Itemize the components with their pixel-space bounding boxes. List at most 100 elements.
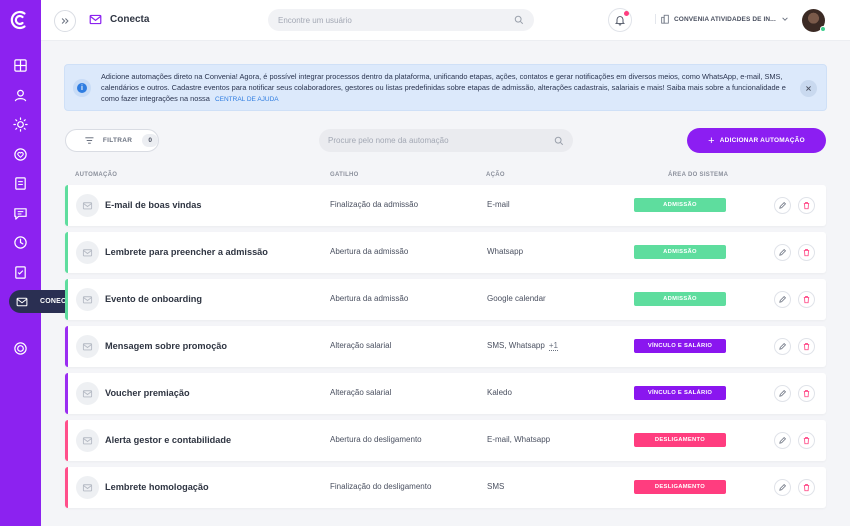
company-selector[interactable]: CONVENIA ATIVIDADES DE IN... bbox=[655, 14, 789, 24]
add-automation-button[interactable]: + ADICIONAR AUTOMAÇÃO bbox=[687, 128, 826, 153]
automation-mail-icon bbox=[76, 429, 99, 452]
table-row[interactable]: Mensagem sobre promoção Alteração salari… bbox=[65, 326, 826, 367]
clock-icon[interactable] bbox=[12, 234, 29, 251]
edit-button[interactable] bbox=[774, 479, 791, 496]
automation-trigger: Finalização do desligamento bbox=[330, 482, 432, 491]
building-icon bbox=[661, 14, 669, 24]
delete-button[interactable] bbox=[798, 197, 815, 214]
column-header-gatilho: GATILHO bbox=[330, 172, 359, 178]
chevron-down-icon bbox=[782, 17, 788, 21]
automation-name[interactable]: Voucher premiação bbox=[105, 388, 190, 398]
info-icon: i bbox=[73, 79, 91, 97]
expand-sidebar-button[interactable] bbox=[54, 10, 76, 32]
chat-icon[interactable] bbox=[12, 205, 29, 222]
support-icon[interactable] bbox=[12, 340, 29, 357]
edit-button[interactable] bbox=[774, 197, 791, 214]
help-center-link[interactable]: CENTRAL DE AJUDA bbox=[214, 96, 279, 103]
automation-name[interactable]: E-mail de boas vindas bbox=[105, 200, 202, 210]
automation-mail-icon bbox=[76, 288, 99, 311]
company-name: CONVENIA ATIVIDADES DE IN... bbox=[674, 15, 776, 23]
filter-button[interactable]: FILTRAR 0 bbox=[65, 129, 159, 152]
banner-close-button[interactable] bbox=[800, 80, 817, 97]
search-icon[interactable] bbox=[514, 15, 524, 25]
edit-button[interactable] bbox=[774, 385, 791, 402]
mail-icon bbox=[89, 14, 102, 25]
table-row[interactable]: Lembrete para preencher a admissão Abert… bbox=[65, 232, 826, 273]
sun-icon[interactable] bbox=[12, 116, 29, 133]
automation-name[interactable]: Lembrete para preencher a admissão bbox=[105, 247, 268, 257]
pencil-icon bbox=[779, 295, 787, 303]
trash-icon bbox=[803, 343, 810, 351]
page-title: Conecta bbox=[110, 14, 150, 25]
automation-trigger: Alteração salarial bbox=[330, 388, 392, 397]
delete-button[interactable] bbox=[798, 338, 815, 355]
bell-icon bbox=[615, 16, 625, 26]
delete-button[interactable] bbox=[798, 244, 815, 261]
area-badge: VÍNCULO E SALÁRIO bbox=[634, 339, 726, 353]
automation-name[interactable]: Alerta gestor e contabilidade bbox=[105, 435, 232, 445]
automation-search-box[interactable] bbox=[319, 129, 573, 152]
table-row[interactable]: Alerta gestor e contabilidade Abertura d… bbox=[65, 420, 826, 461]
pencil-icon bbox=[779, 436, 787, 444]
filter-icon bbox=[85, 137, 94, 144]
pencil-icon bbox=[779, 201, 787, 209]
user-search-box[interactable] bbox=[268, 9, 534, 31]
automation-action: E-mail bbox=[487, 200, 510, 209]
search-icon[interactable] bbox=[554, 136, 564, 146]
automation-name[interactable]: Lembrete homologação bbox=[105, 482, 209, 492]
automation-trigger: Alteração salarial bbox=[330, 341, 392, 350]
trash-icon bbox=[803, 296, 810, 304]
edit-button[interactable] bbox=[774, 244, 791, 261]
delete-button[interactable] bbox=[798, 479, 815, 496]
delete-button[interactable] bbox=[798, 432, 815, 449]
sidebar-item-label: CONECTA bbox=[40, 298, 76, 305]
user-search-input[interactable] bbox=[278, 15, 514, 25]
automation-action: Google calendar bbox=[487, 294, 546, 303]
pencil-icon bbox=[779, 389, 787, 397]
automation-action: SMS bbox=[487, 482, 504, 491]
add-automation-label: ADICIONAR AUTOMAÇÃO bbox=[719, 137, 805, 144]
more-actions-count[interactable]: +1 bbox=[548, 341, 558, 351]
pencil-icon bbox=[779, 483, 787, 491]
double-chevron-right-icon bbox=[61, 18, 69, 24]
table-row[interactable]: E-mail de boas vindas Finalização da adm… bbox=[65, 185, 826, 226]
automation-name[interactable]: Mensagem sobre promoção bbox=[105, 341, 228, 351]
automation-action-text: SMS, Whatsapp bbox=[487, 341, 545, 350]
notifications-button[interactable] bbox=[608, 8, 632, 32]
banner-message: Adicione automações direto na Convenia! … bbox=[101, 72, 786, 103]
user-icon[interactable] bbox=[12, 87, 29, 104]
edit-button[interactable] bbox=[774, 338, 791, 355]
automation-name[interactable]: Evento de onboarding bbox=[105, 294, 202, 304]
report-icon[interactable] bbox=[12, 264, 29, 281]
close-icon bbox=[806, 86, 811, 91]
automation-trigger: Abertura da admissão bbox=[330, 294, 409, 303]
convenia-logo-icon[interactable] bbox=[9, 9, 31, 31]
pencil-icon bbox=[779, 248, 787, 256]
table-row[interactable]: Lembrete homologação Finalização do desl… bbox=[65, 467, 826, 508]
automation-action-text: Whatsapp bbox=[487, 247, 524, 256]
dashboard-icon[interactable] bbox=[12, 57, 29, 74]
automation-action: Whatsapp bbox=[487, 247, 523, 256]
table-row[interactable]: Voucher premiação Alteração salarial Kal… bbox=[65, 373, 826, 414]
automation-action: SMS, Whatsapp +1 bbox=[487, 341, 558, 351]
trash-icon bbox=[803, 390, 810, 398]
automation-action-text: Google calendar bbox=[487, 294, 546, 303]
automation-mail-icon bbox=[76, 241, 99, 264]
sidebar-item-conecta[interactable]: CONECTA bbox=[9, 290, 81, 313]
automation-mail-icon bbox=[76, 382, 99, 405]
avatar[interactable] bbox=[802, 9, 826, 32]
filter-label: FILTRAR bbox=[102, 137, 133, 144]
automation-search-input[interactable] bbox=[328, 136, 554, 145]
mail-icon bbox=[16, 297, 28, 306]
edit-button[interactable] bbox=[774, 432, 791, 449]
plus-icon: + bbox=[708, 134, 715, 147]
automation-action-text: E-mail bbox=[487, 200, 510, 209]
heart-shield-icon[interactable] bbox=[12, 146, 29, 163]
automation-action-text: E-mail, Whatsapp bbox=[487, 435, 551, 444]
delete-button[interactable] bbox=[798, 291, 815, 308]
delete-button[interactable] bbox=[798, 385, 815, 402]
edit-button[interactable] bbox=[774, 291, 791, 308]
automation-action-text: SMS bbox=[487, 482, 505, 491]
table-row[interactable]: Evento de onboarding Abertura da admissã… bbox=[65, 279, 826, 320]
document-icon[interactable] bbox=[12, 175, 29, 192]
